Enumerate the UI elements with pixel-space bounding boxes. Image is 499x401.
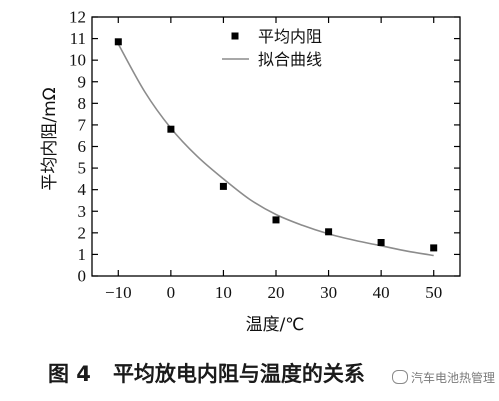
x-axis-title: 温度/℃ xyxy=(246,315,305,335)
fit-curve-line xyxy=(117,43,434,257)
y-tick-label: 1 xyxy=(78,245,87,264)
watermark: 汽车电池热管理 xyxy=(392,369,495,386)
figure-caption: 图 4 平均放电内阻与温度的关系 xyxy=(48,358,365,388)
x-tick-label: 50 xyxy=(425,283,442,302)
data-point xyxy=(219,182,227,190)
x-tick-label: 40 xyxy=(373,283,390,302)
data-point xyxy=(325,228,333,236)
data-point xyxy=(114,38,122,46)
y-axis-title: 平均内阻/mΩ xyxy=(40,87,60,190)
legend-label-fit-curve: 拟合曲线 xyxy=(258,50,322,69)
legend-label-avg-resistance: 平均内阻 xyxy=(258,27,322,46)
x-tick-label: 0 xyxy=(167,283,176,302)
y-tick-label: 2 xyxy=(78,223,87,242)
data-point xyxy=(377,239,385,246)
data-point xyxy=(272,216,280,224)
x-tick-label: −10 xyxy=(105,283,132,302)
x-tick-label: 20 xyxy=(268,283,285,302)
data-point xyxy=(167,125,175,133)
watermark-text: 汽车电池热管理 xyxy=(411,371,496,385)
y-tick-label: 8 xyxy=(78,94,87,113)
y-tick-label: 10 xyxy=(69,51,86,70)
y-tick-label: 3 xyxy=(78,202,87,221)
legend: 平均内阻 拟合曲线 xyxy=(222,27,322,69)
x-tick-label: 10 xyxy=(215,283,232,302)
y-tick-label: 0 xyxy=(78,267,87,286)
x-tick-label: 30 xyxy=(320,283,337,302)
y-tick-label: 9 xyxy=(78,72,87,91)
plot-frame xyxy=(91,16,461,277)
y-tick-label: 6 xyxy=(78,137,87,156)
figure-number: 图 4 xyxy=(48,362,91,386)
y-tick-label: 12 xyxy=(69,8,86,27)
y-tick-label: 4 xyxy=(78,180,87,199)
wechat-icon xyxy=(392,370,408,384)
y-tick-label: 5 xyxy=(78,159,87,178)
figure-title: 平均放电内阻与温度的关系 xyxy=(112,362,365,386)
legend-marker-avg-resistance xyxy=(231,32,239,40)
y-tick-label: 7 xyxy=(78,115,87,134)
data-point xyxy=(430,244,438,252)
y-tick-label: 11 xyxy=(70,29,86,48)
